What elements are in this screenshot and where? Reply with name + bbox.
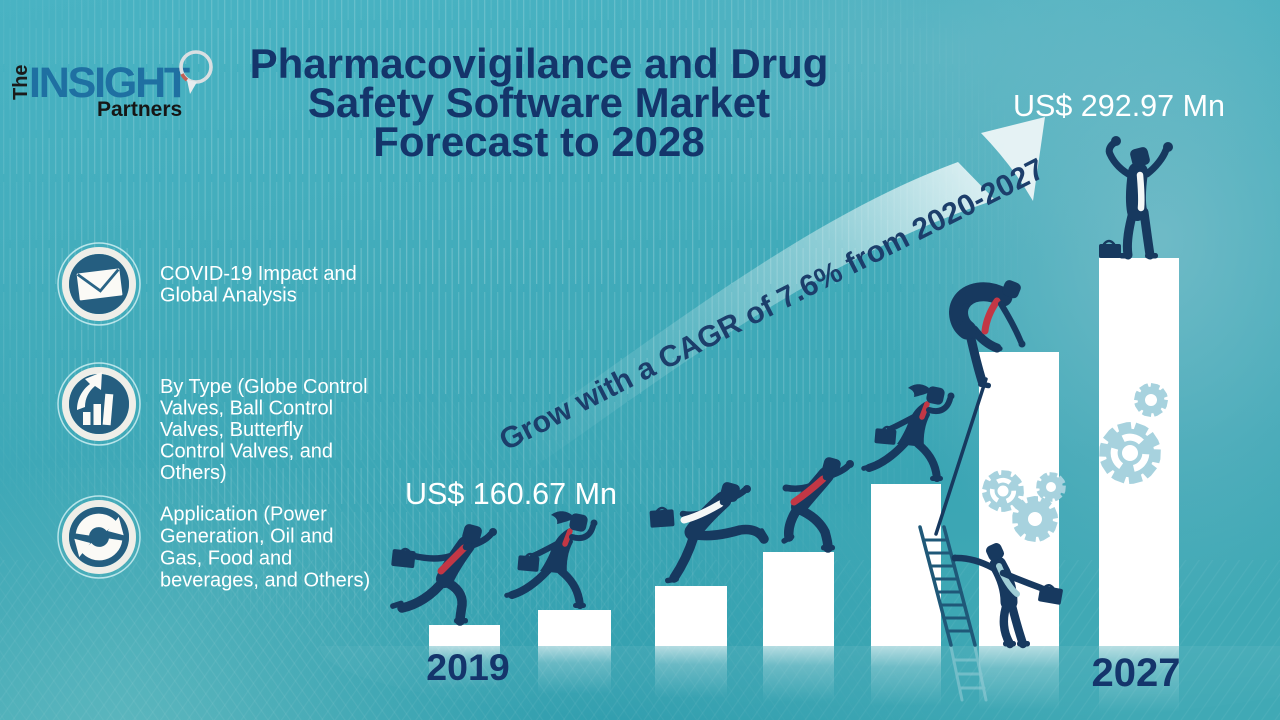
svg-text:2027: 2027 [1092,651,1181,695]
svg-text:COVID-19 Impact and: COVID-19 Impact and [160,263,357,285]
svg-text:US$ 160.67 Mn: US$ 160.67 Mn [405,477,617,511]
svg-text:Pharmacovigilance and Drug: Pharmacovigilance and Drug [250,40,829,87]
svg-text:Valves, Butterfly: Valves, Butterfly [160,419,303,441]
svg-text:Forecast to 2028: Forecast to 2028 [373,118,705,165]
svg-text:2019: 2019 [426,646,509,688]
svg-text:Global Analysis: Global Analysis [160,285,297,307]
svg-text:Application (Power: Application (Power [160,504,327,526]
svg-text:Generation, Oil and: Generation, Oil and [160,526,333,548]
svg-text:Safety Software Market: Safety Software Market [308,79,770,126]
svg-text:Others): Others) [160,462,227,484]
svg-text:Partners: Partners [97,98,182,121]
svg-text:Gas, Food and: Gas, Food and [160,548,292,570]
svg-text:Control Valves, and: Control Valves, and [160,441,333,463]
svg-text:Valves, Ball Control: Valves, Ball Control [160,398,333,420]
svg-text:INSIGHT: INSIGHT [29,59,190,107]
svg-text:beverages, and Others): beverages, and Others) [160,570,370,592]
svg-text:US$ 292.97 Mn: US$ 292.97 Mn [1013,89,1225,123]
svg-text:By Type (Globe Control: By Type (Globe Control [160,376,368,398]
svg-text:The: The [10,64,32,100]
